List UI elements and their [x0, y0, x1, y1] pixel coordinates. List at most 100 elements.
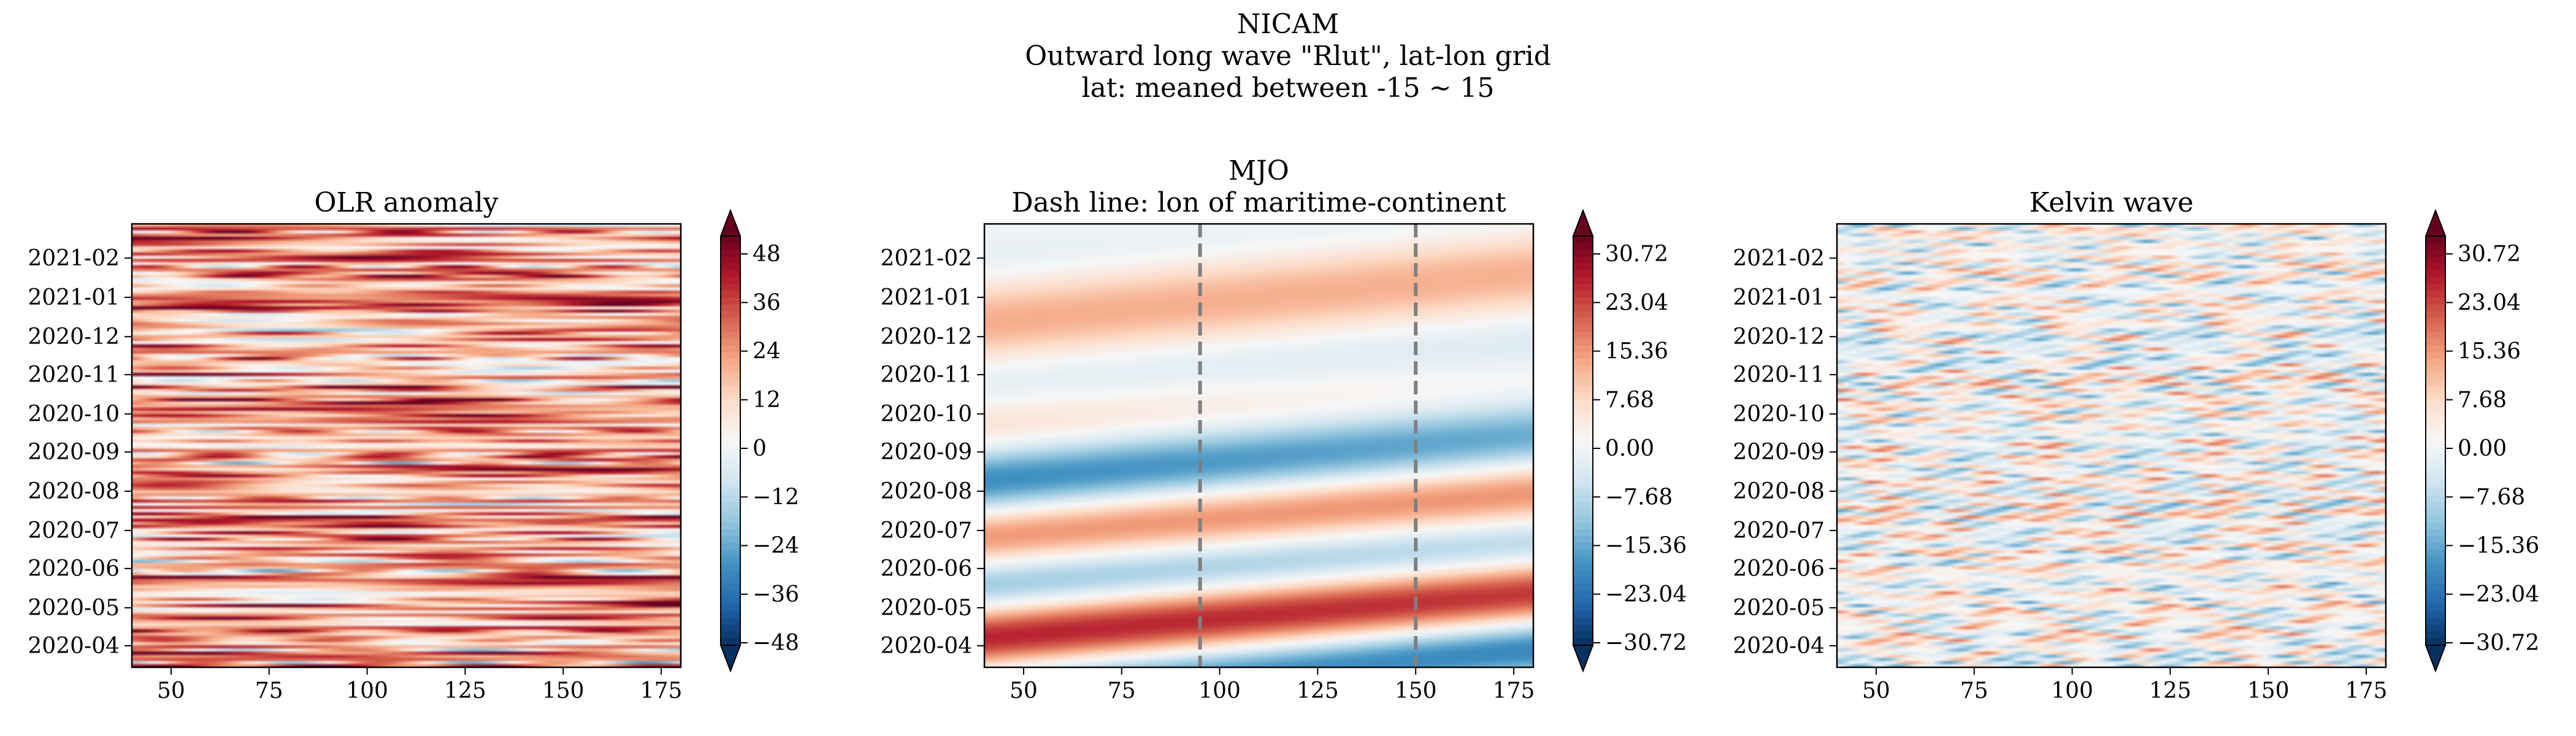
y-tick-label: 2020-08 [1733, 479, 1825, 504]
colorbar-band [2426, 624, 2445, 632]
colorbar-band [2426, 522, 2445, 530]
colorbar-band [2426, 256, 2445, 264]
colorbar-band [2426, 563, 2445, 571]
panel-title: Dash line: lon of maritime-continent [1011, 187, 1506, 218]
y-tick-label: 2020-12 [1733, 324, 1825, 350]
x-tick-label: 150 [1395, 678, 1437, 703]
colorbar-tick-label: 7.68 [2458, 388, 2507, 413]
heatmap-image [132, 224, 681, 667]
colorbar-band [1573, 454, 1593, 462]
colorbar-extend-min-triangle [719, 645, 742, 673]
colorbar-band [721, 536, 740, 543]
colorbar-extend-max-triangle [2425, 209, 2447, 237]
colorbar-band [2426, 570, 2445, 578]
colorbar-band [2426, 638, 2445, 646]
colorbar-frame [1573, 236, 1593, 646]
colorbar-band [2426, 577, 2445, 585]
y-tick-label: 2021-02 [28, 246, 120, 271]
colorbar-band [721, 420, 740, 427]
colorbar-band [721, 236, 740, 243]
colorbar-band [1573, 624, 1593, 632]
colorbar-band [721, 638, 740, 646]
colorbar-tick-label: −23.04 [2458, 582, 2539, 607]
colorbar-band [1573, 318, 1593, 326]
colorbar-band [721, 372, 740, 380]
colorbar-band [721, 263, 740, 271]
colorbar-band [1573, 386, 1593, 394]
colorbar-band [721, 597, 740, 605]
colorbar-band [721, 338, 740, 346]
y-tick-label: 2020-09 [28, 440, 120, 465]
colorbar-band [2426, 529, 2445, 537]
colorbar-band [721, 256, 740, 264]
colorbar-band [721, 290, 740, 298]
colorbar-band [721, 515, 740, 523]
colorbar-band [721, 351, 740, 359]
colorbar-band [721, 427, 740, 434]
colorbar-band [1573, 393, 1593, 401]
colorbar-band [721, 508, 740, 516]
colorbar-band [1573, 399, 1593, 407]
x-tick-label: 100 [1198, 678, 1241, 703]
colorbar-band [2426, 440, 2445, 448]
colorbar-tick-label: −15.36 [2458, 534, 2539, 559]
colorbar-band [2426, 597, 2445, 605]
colorbar-band [721, 324, 740, 332]
colorbar-band [2426, 324, 2445, 332]
x-tick-label: 50 [1010, 678, 1038, 703]
colorbar-band [1573, 372, 1593, 380]
y-tick-label: 2021-02 [1733, 246, 1825, 271]
colorbar-band [721, 440, 740, 448]
colorbar-band [721, 359, 740, 366]
colorbar-band [1573, 591, 1593, 598]
colorbar-extend-min-triangle [1572, 645, 1594, 673]
colorbar-band [1573, 631, 1593, 639]
colorbar-band [721, 243, 740, 250]
colorbar-band [1573, 447, 1593, 455]
colorbar-band [1573, 338, 1593, 346]
colorbar-band [1573, 529, 1593, 537]
colorbar-band [721, 570, 740, 578]
colorbar-band [2426, 502, 2445, 510]
colorbar-band [2426, 556, 2445, 564]
colorbar-band [721, 591, 740, 598]
colorbar-band [721, 413, 740, 421]
panel-title: Kelvin wave [2030, 187, 2194, 218]
panel-title: OLR anomaly [314, 187, 498, 218]
colorbar-band [1573, 522, 1593, 530]
colorbar-band [2426, 399, 2445, 407]
y-tick-label: 2020-08 [28, 479, 120, 504]
colorbar-extend-max-triangle [719, 209, 742, 237]
colorbar-band [2426, 515, 2445, 523]
colorbar-tick-label: 36 [753, 290, 781, 315]
suptitle-line-1: NICAM [1236, 9, 1340, 40]
colorbar-band [2426, 386, 2445, 394]
colorbar-band [721, 399, 740, 407]
colorbar-tick-label: −30.72 [2458, 631, 2539, 656]
colorbar-band [721, 434, 740, 442]
colorbar-band [2426, 420, 2445, 427]
y-tick-label: 2020-04 [28, 634, 120, 659]
colorbar-band [1573, 406, 1593, 414]
colorbar-band [2426, 406, 2445, 414]
colorbar-band [721, 311, 740, 318]
colorbar-band [2426, 447, 2445, 455]
x-tick-label: 125 [444, 678, 486, 703]
colorbar-band [1573, 563, 1593, 571]
colorbar-band [721, 481, 740, 489]
x-tick-label: 125 [2149, 678, 2191, 703]
colorbar-band [1573, 481, 1593, 489]
colorbar-tick-label: −48 [753, 631, 799, 656]
colorbar-band [2426, 413, 2445, 421]
colorbar-band [721, 318, 740, 326]
colorbar-band [721, 631, 740, 639]
colorbar-band [2426, 543, 2445, 550]
colorbar-band [2426, 583, 2445, 591]
y-tick-label: 2020-07 [1733, 518, 1825, 543]
colorbar-band [721, 556, 740, 564]
x-tick-label: 150 [542, 678, 585, 703]
x-tick-label: 50 [1862, 678, 1890, 703]
colorbar-band [2426, 243, 2445, 250]
colorbar-band [1573, 467, 1593, 475]
colorbar-band [2426, 263, 2445, 271]
